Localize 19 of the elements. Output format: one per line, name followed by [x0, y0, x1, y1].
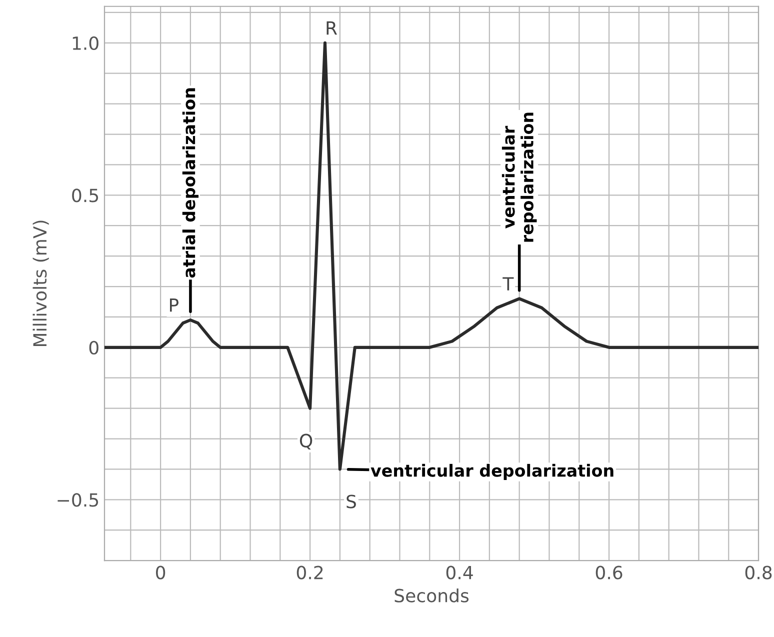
x-tick-label: 0.4: [446, 566, 473, 580]
x-tick-label: 0: [156, 566, 166, 580]
x-tick-label: 0.2: [296, 566, 323, 580]
annotation: P: [170, 298, 178, 312]
x-tick-label: 0.6: [596, 566, 622, 580]
annotation: atrial depolarization: [182, 88, 199, 278]
y-tick-label: 1.0: [72, 36, 98, 50]
x-tick-label: 0.8: [745, 566, 772, 580]
y-tick-label: 0: [89, 340, 98, 355]
x-axis-title: Seconds: [394, 588, 469, 602]
y-axis-title: Millivolts (mV): [32, 220, 49, 346]
y-tick-label: −0.5: [58, 493, 98, 507]
annotation: R: [326, 21, 338, 35]
y-tick-label: 0.5: [72, 188, 98, 202]
annotation: ventricular repolarization: [502, 112, 537, 242]
annotation: T: [502, 277, 514, 290]
annotation: S: [346, 494, 356, 508]
annotation: ventricular depolarization: [370, 464, 614, 480]
annotation: Q: [300, 434, 312, 450]
